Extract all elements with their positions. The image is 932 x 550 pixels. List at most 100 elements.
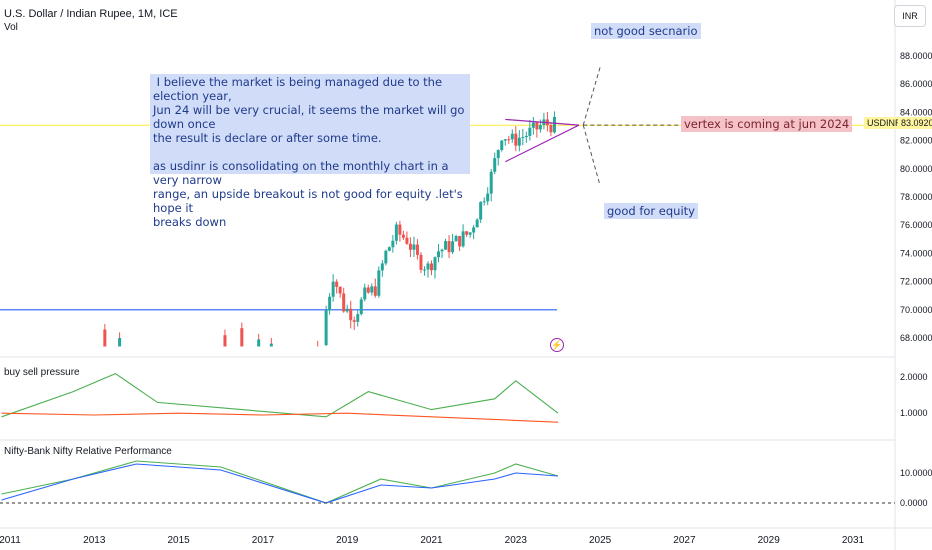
time-tick-label: 2027 [673, 535, 696, 546]
candle-body [338, 286, 342, 294]
candle-body [475, 219, 479, 228]
candle-body [335, 281, 339, 287]
symbol-title[interactable]: U.S. Dollar / Indian Rupee, 1M, ICE [4, 8, 178, 20]
candle-body [401, 234, 405, 238]
candle-body [412, 244, 416, 250]
candle-body [433, 257, 437, 271]
candle-body [426, 263, 430, 270]
nifty-green-line [1, 460, 559, 504]
candle-body [458, 236, 462, 247]
not-good-annotation[interactable]: not good secnario [591, 23, 701, 39]
candle-body [373, 286, 377, 296]
pressure-panel-label: buy sell pressure [4, 367, 80, 378]
candle-body [366, 287, 370, 293]
time-tick-label: 2011 [0, 535, 21, 546]
panel-tick-label: 0.0000 [900, 498, 928, 508]
candle-body [493, 158, 497, 172]
candle-body [552, 116, 556, 133]
candle-body [342, 293, 346, 312]
candle-body [524, 135, 528, 138]
candle-body [549, 125, 553, 133]
candle-body [387, 247, 391, 251]
candle-body [415, 244, 419, 255]
pressure-green-line [1, 372, 559, 418]
time-tick-label: 2023 [505, 535, 528, 546]
time-tick-label: 2019 [336, 535, 359, 546]
candle-body [482, 201, 486, 203]
candle-body [468, 232, 472, 235]
candle-body [419, 254, 423, 270]
candle-body [521, 137, 525, 139]
candle-body [489, 171, 493, 194]
main-annotation[interactable]: I believe the market is being managed du… [150, 74, 470, 229]
candle-body [486, 193, 490, 202]
time-tick-label: 2021 [420, 535, 443, 546]
candle-body [479, 201, 483, 220]
candle-body [465, 231, 469, 235]
price-tick-label: 82.0000 [900, 136, 932, 146]
time-tick-label: 2013 [83, 535, 106, 546]
symbol-tag: USDINR [864, 117, 905, 129]
candle-body [528, 127, 532, 136]
time-tick-label: 2029 [758, 535, 781, 546]
candle-body [444, 241, 448, 250]
pressure-red-line [1, 412, 559, 423]
bearish-arrow [582, 124, 601, 186]
time-tick-label: 2031 [842, 535, 865, 546]
candle-body [461, 231, 465, 247]
candle-body [538, 125, 542, 130]
panel-tick-label: 1.0000 [900, 408, 928, 418]
time-tick-label: 2025 [589, 535, 612, 546]
candle-body [503, 139, 507, 141]
price-tick-label: 78.0000 [900, 192, 932, 202]
candle-body [377, 270, 381, 296]
price-tick-label: 74.0000 [900, 248, 932, 258]
candle-body [430, 263, 433, 271]
good-annotation[interactable]: good for equity [604, 203, 698, 219]
price-tick-label: 86.0000 [900, 79, 932, 89]
panel-tick-label: 10.0000 [900, 468, 932, 478]
candle-body [384, 250, 388, 264]
candle-body [517, 137, 521, 146]
nifty-panel-label: Nifty-Bank Nifty Relative Performance [4, 446, 172, 457]
nifty-blue-line [1, 463, 559, 504]
candle-body [359, 299, 363, 315]
candle-body [398, 224, 402, 235]
candle-body [356, 314, 360, 322]
candle-body [103, 329, 107, 347]
candle-body [269, 343, 273, 347]
candle-body [514, 133, 518, 146]
candle-body [496, 150, 500, 159]
price-tick-label: 84.0000 [900, 107, 932, 117]
candle-body [447, 241, 451, 253]
candle-body [451, 241, 455, 253]
time-tick-label: 2017 [252, 535, 275, 546]
vertex-annotation[interactable]: vertex is coming at jun 2024 [681, 116, 853, 132]
price-tick-label: 70.0000 [900, 305, 932, 315]
candle-body [405, 237, 409, 244]
currency-button[interactable]: INR [894, 5, 926, 27]
candle-body [391, 240, 395, 248]
candle-body [380, 263, 384, 271]
candle-body [510, 133, 514, 140]
candle-body [437, 251, 441, 258]
candle-body [345, 308, 349, 312]
candle-body [331, 281, 335, 297]
candle-body [370, 286, 374, 293]
candle-body [472, 227, 476, 233]
candle-body [394, 224, 398, 241]
candle-body [349, 308, 353, 321]
price-tick-label: 68.0000 [900, 333, 932, 343]
candle-body [328, 296, 332, 311]
candle-body [535, 122, 539, 130]
candle-body [118, 338, 122, 347]
time-tick-label: 2015 [167, 535, 190, 546]
candle-body [422, 269, 426, 271]
bullish-arrow [582, 67, 601, 126]
candle-body [240, 328, 244, 347]
candle-body [500, 140, 504, 151]
candle-body [324, 310, 328, 346]
triangle-lower [504, 124, 580, 163]
lightning-icon[interactable]: ⚡ [550, 338, 564, 352]
